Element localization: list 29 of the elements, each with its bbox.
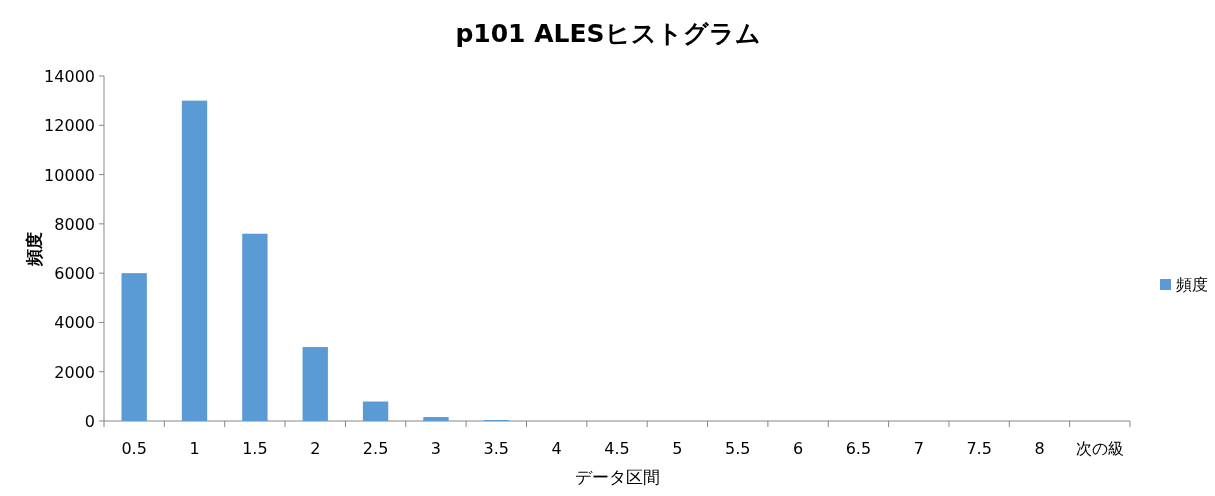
y-tick-label: 0 — [84, 412, 95, 431]
x-tick-label: 1 — [189, 439, 200, 458]
x-tick-label: 1.5 — [242, 439, 268, 458]
x-tick-label: 2 — [310, 439, 321, 458]
x-tick-label: 7 — [913, 439, 924, 458]
x-tick-label: 6.5 — [845, 439, 872, 458]
x-tick-label: 8 — [1034, 439, 1045, 458]
chart-title: p101 ALESヒストグラム — [455, 19, 761, 48]
x-tick-label: 4.5 — [604, 439, 630, 458]
y-tick-label: 10000 — [44, 165, 95, 185]
legend-label: 頻度 — [1176, 275, 1208, 294]
x-tick-label: 3.5 — [483, 439, 510, 458]
y-tick-label: 14000 — [44, 67, 95, 86]
x-tick-label: 2.5 — [362, 439, 389, 458]
y-tick-label: 2000 — [54, 362, 95, 382]
y-axis-title: 頻度 — [24, 231, 44, 267]
y-tick-label: 12000 — [44, 116, 95, 136]
x-tick-label: 5.5 — [724, 439, 751, 458]
x-axis-title: データ区間 — [574, 467, 660, 487]
y-tick-label: 8000 — [54, 214, 95, 234]
x-tick-label: 4 — [551, 439, 562, 458]
x-tick-label: 3 — [430, 439, 442, 458]
x-tick-label: 7.5 — [966, 439, 992, 458]
x-tick-label: 次の級 — [1075, 439, 1124, 458]
y-tick-label: 4000 — [54, 313, 95, 333]
x-tick-label: 5 — [672, 439, 683, 458]
x-tick-label: 0.5 — [121, 439, 147, 458]
y-tick-label: 6000 — [54, 264, 95, 284]
x-tick-label: 6 — [792, 439, 804, 458]
